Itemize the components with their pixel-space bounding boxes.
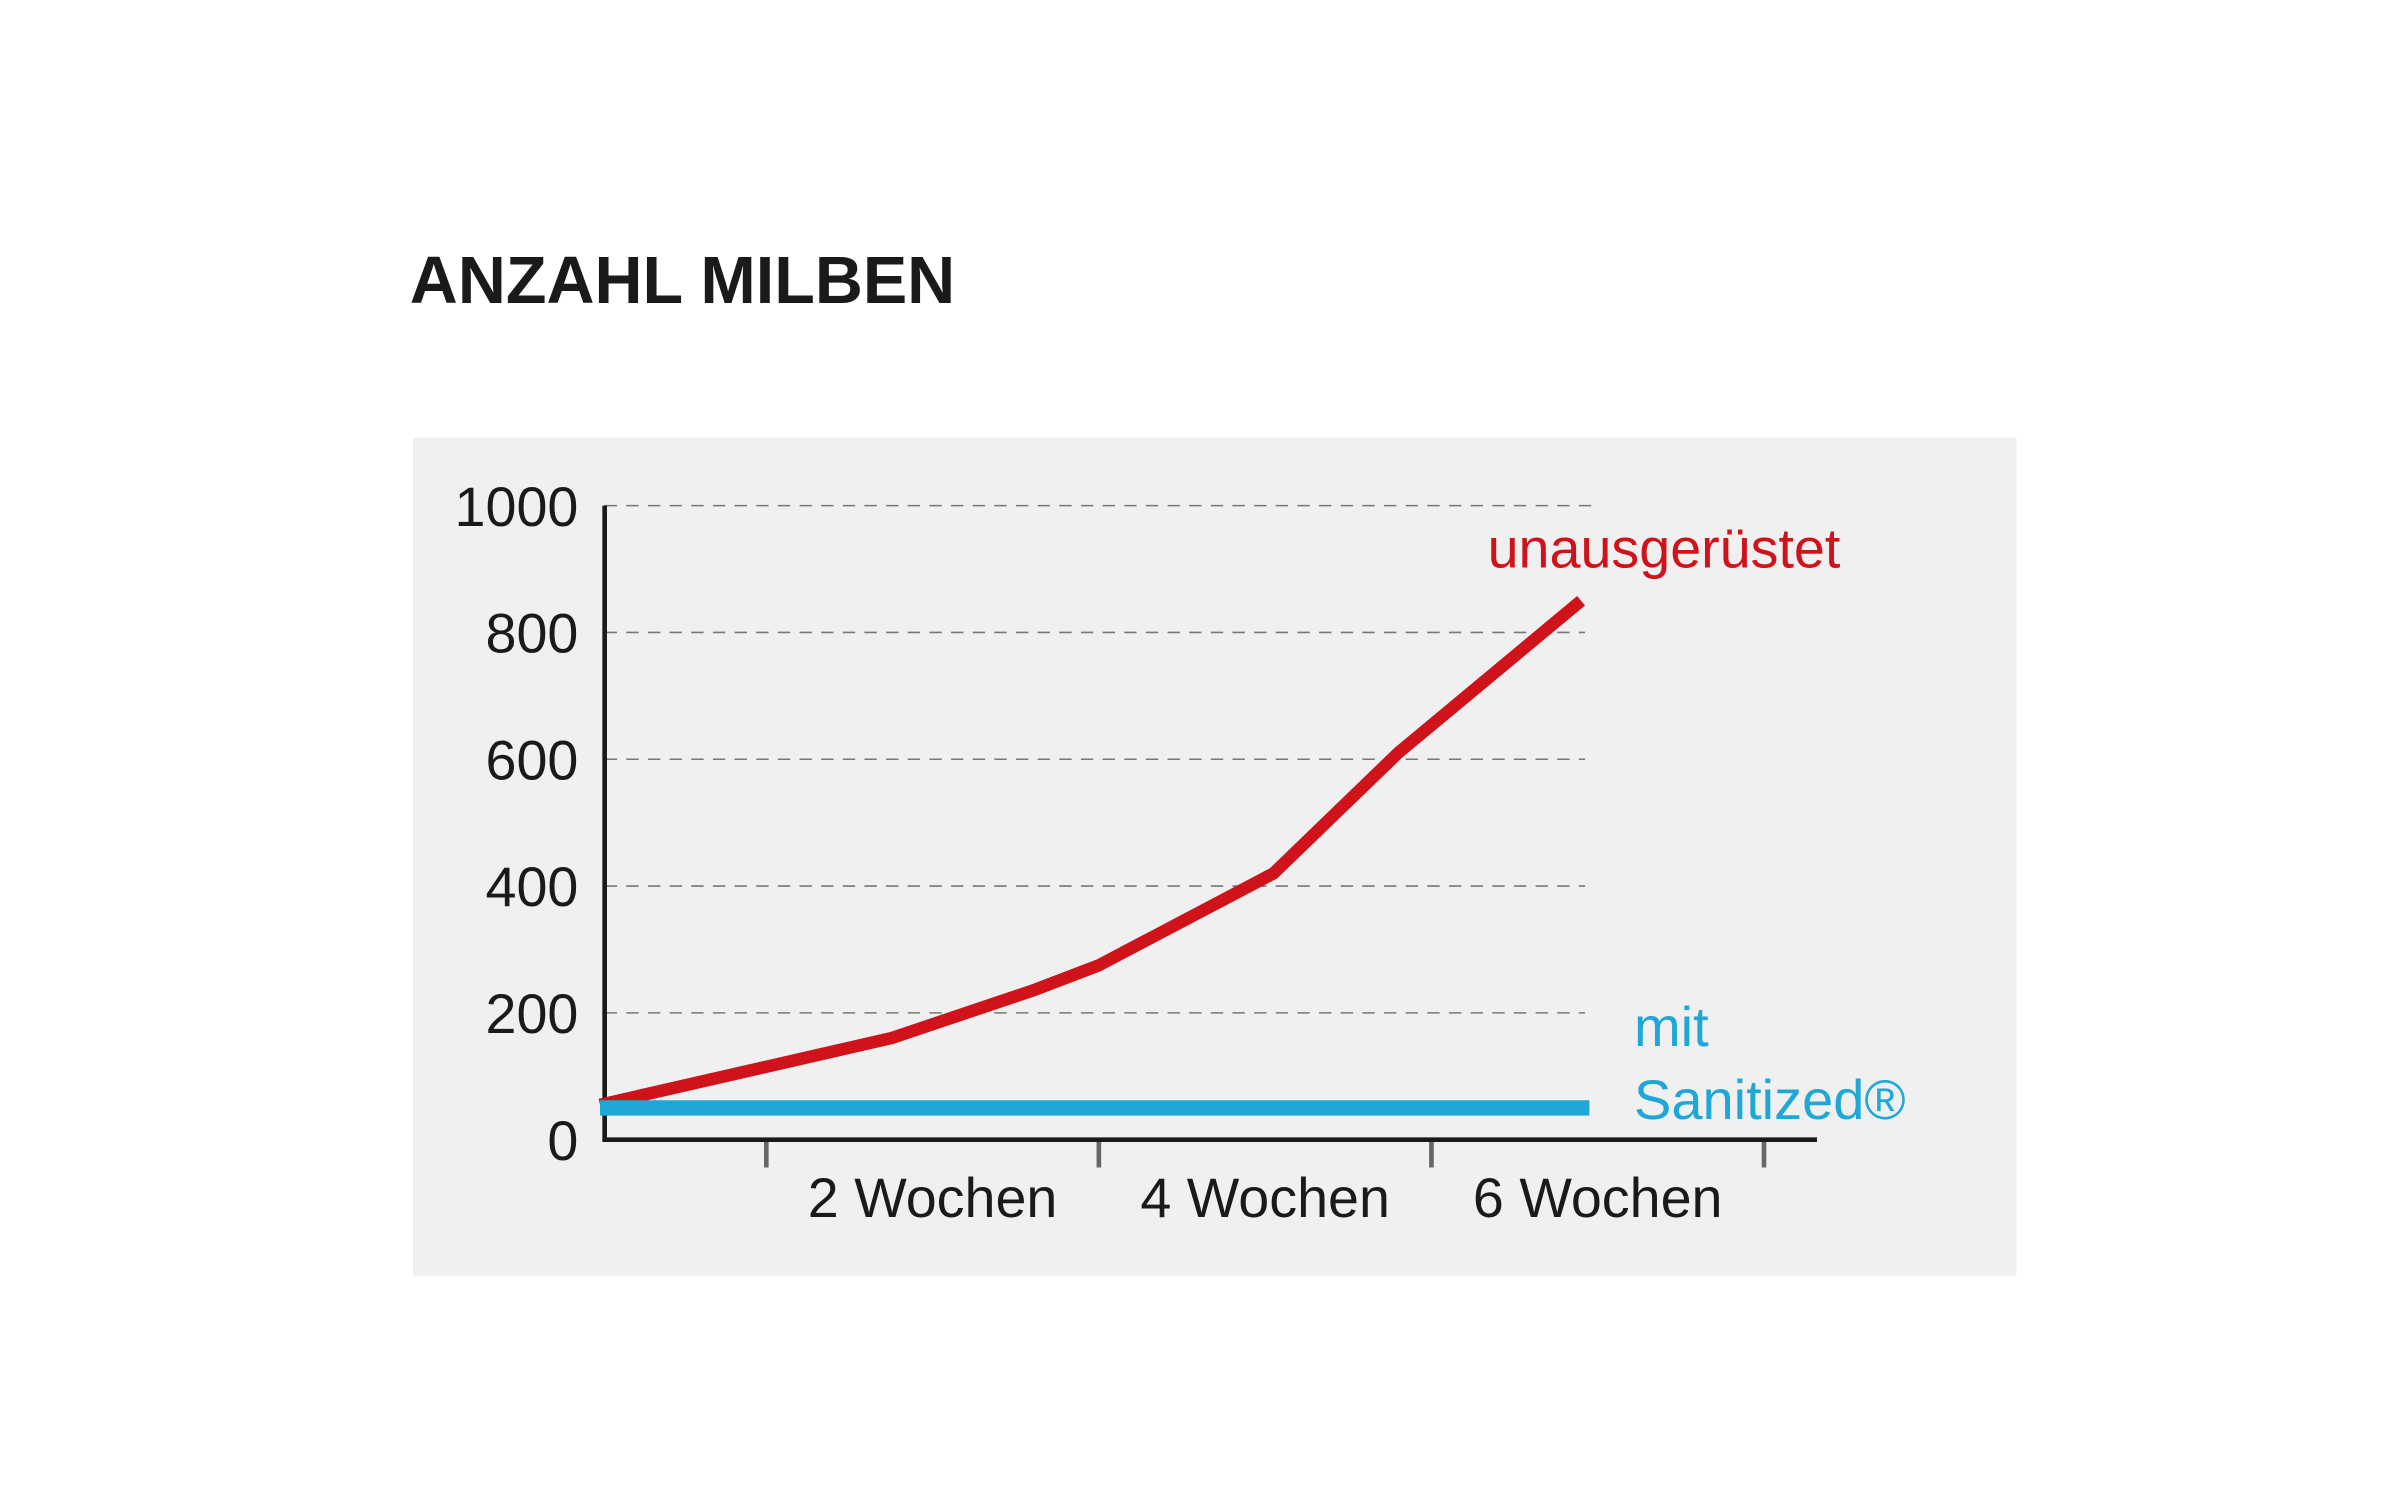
y-tick-label: 0 [547, 1110, 578, 1172]
y-tick-label: 600 [485, 729, 578, 791]
x-tick-label: 2 Wochen [808, 1167, 1058, 1229]
chart-panel [412, 437, 2017, 1276]
chart-title: ANZAHL MILBEN [410, 244, 955, 318]
y-tick-label: 200 [485, 983, 578, 1045]
legend-label: unausgerüstet [1488, 518, 1841, 580]
y-tick-label: 400 [485, 856, 578, 918]
legend-label: mit Sanitized® [1634, 995, 1906, 1131]
x-tick-label: 4 Wochen [1140, 1167, 1390, 1229]
y-tick-label: 800 [485, 603, 578, 665]
x-tick-label: 6 Wochen [1473, 1167, 1723, 1229]
series-line [598, 595, 1586, 1111]
y-tick-label: 1000 [455, 476, 579, 538]
